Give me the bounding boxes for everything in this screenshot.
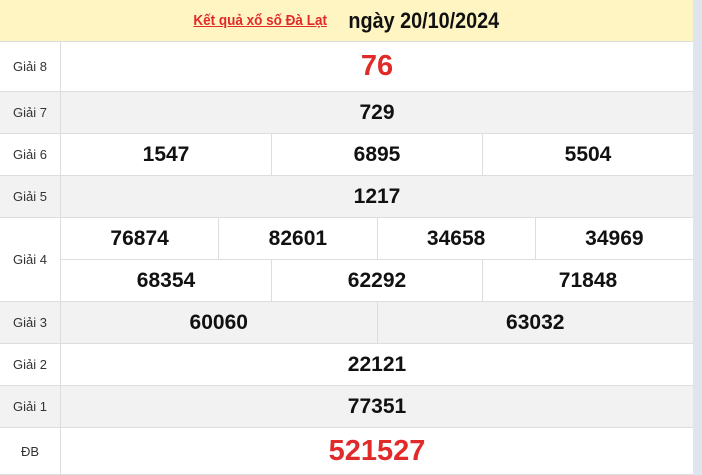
prize-line: 68354 62292 71848 (61, 259, 693, 301)
prize-label: Giải 8 (0, 42, 61, 91)
prize-number: 76874 (110, 226, 169, 250)
prize-number: 729 (359, 100, 395, 124)
prize-row: Giải 7 729 (0, 92, 693, 134)
prize-number: 76 (360, 50, 394, 82)
prize-line: 1217 (61, 176, 693, 217)
prize-number: 1217 (353, 184, 401, 208)
prize-line: 729 (61, 92, 693, 133)
scrollbar[interactable] (693, 0, 702, 475)
prize-line: 77351 (61, 386, 693, 427)
prize-number: 82601 (218, 218, 376, 259)
prize-number: 68354 (136, 268, 196, 292)
prize-number: 34969 (534, 218, 693, 259)
prize-row: Giải 2 22121 (0, 344, 693, 386)
prize-row: Giải 8 76 (0, 42, 693, 92)
prize-number: 34658 (376, 218, 535, 259)
prize-values: 77351 (61, 386, 693, 427)
prize-line: 76 (61, 42, 693, 91)
prize-values: 76 (61, 42, 693, 91)
prize-values: 22121 (61, 344, 693, 385)
prize-values: 60060 63032 (61, 302, 693, 343)
prize-number: 77351 (347, 394, 407, 418)
dalat-results-link[interactable]: Kết quả xổ số Đà Lạt (192, 12, 327, 29)
results-header: Kết quả xổ số Đà Lạt ngày 20/10/2024 (0, 0, 693, 42)
prize-label: Giải 6 (0, 134, 61, 175)
prize-label: Giải 7 (0, 92, 61, 133)
prize-row: Giải 1 77351 (0, 386, 693, 428)
prize-number: 22121 (347, 352, 407, 376)
prize-number: 5504 (482, 134, 693, 175)
prize-line: 521527 (61, 428, 693, 474)
prize-line: 1547 6895 5504 (61, 134, 693, 175)
prize-number: 521527 (328, 434, 426, 467)
prize-label: Giải 3 (0, 302, 61, 343)
prize-row: ĐB 521527 (0, 428, 693, 475)
prize-line: 76874 82601 34658 34969 (61, 218, 693, 259)
prize-line: 60060 63032 (61, 302, 693, 343)
prize-number: 6895 (271, 134, 482, 175)
prize-label: Giải 2 (0, 344, 61, 385)
prize-label: ĐB (0, 428, 61, 474)
prize-row: Giải 4 76874 82601 34658 34969 68354 62292 7184… (0, 218, 693, 302)
results-date: ngày 20/10/2024 (348, 7, 500, 33)
prize-values: 729 (61, 92, 693, 133)
prize-number: 1547 (142, 142, 190, 166)
prize-label: Giải 1 (0, 386, 61, 427)
prize-values: 1547 6895 5504 (61, 134, 693, 175)
prize-row: Giải 3 60060 63032 (0, 302, 693, 344)
prize-number: 63032 (376, 302, 694, 343)
prize-values: 1217 (61, 176, 693, 217)
prize-row: Giải 5 1217 (0, 176, 693, 218)
prize-label: Giải 4 (0, 218, 61, 301)
prize-label: Giải 5 (0, 176, 61, 217)
prize-line: 22121 (61, 344, 693, 385)
prize-values: 521527 (61, 428, 693, 474)
prize-number: 71848 (482, 260, 693, 301)
prize-number: 62292 (271, 260, 482, 301)
prize-row: Giải 6 1547 6895 5504 (0, 134, 693, 176)
prize-number: 60060 (189, 310, 248, 334)
prize-values: 76874 82601 34658 34969 68354 62292 71848 (61, 218, 693, 301)
